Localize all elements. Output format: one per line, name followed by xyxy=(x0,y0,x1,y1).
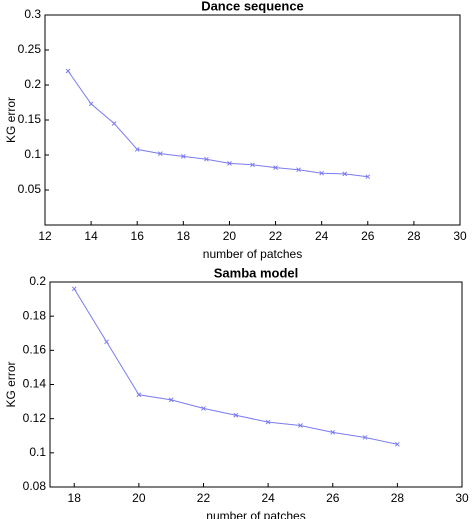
y-tick-label: 0.16 xyxy=(23,343,47,357)
marker xyxy=(180,154,186,159)
x-tick-label: 18 xyxy=(177,229,191,243)
marker xyxy=(233,412,239,418)
marker xyxy=(65,68,71,74)
y-tick-label: 0.08 xyxy=(23,479,47,493)
y-tick-label: 0.25 xyxy=(18,42,42,56)
y-tick-label: 0.3 xyxy=(24,7,41,21)
marker xyxy=(71,286,77,292)
y-tick-label: 0.14 xyxy=(23,377,47,391)
marker xyxy=(319,170,325,176)
marker xyxy=(201,406,206,411)
plot-area xyxy=(44,14,461,226)
marker xyxy=(88,101,94,107)
y-tick-label: 0.2 xyxy=(24,77,41,91)
x-axis-label: number of patches xyxy=(203,247,302,261)
plot-area xyxy=(49,281,463,488)
x-tick-label: 22 xyxy=(269,229,283,243)
x-tick-label: 24 xyxy=(315,229,329,243)
x-tick-label: 20 xyxy=(223,229,237,243)
marker xyxy=(273,165,278,170)
x-tick-label: 18 xyxy=(68,491,82,505)
x-tick-label: 30 xyxy=(455,491,469,505)
marker xyxy=(104,339,109,345)
x-tick-label: 30 xyxy=(453,229,467,243)
y-tick-label: 0.15 xyxy=(18,112,42,126)
y-tick-label: 0.18 xyxy=(23,308,47,322)
x-tick-label: 12 xyxy=(38,229,52,243)
x-tick-label: 26 xyxy=(326,491,340,505)
marker xyxy=(395,441,400,447)
y-tick-label: 0.12 xyxy=(23,411,47,425)
x-tick-label: 16 xyxy=(131,229,145,243)
y-tick-label: 0.1 xyxy=(24,147,41,161)
chart-title: Samba model xyxy=(214,265,299,280)
marker xyxy=(296,167,301,173)
x-tick-label: 28 xyxy=(391,491,405,505)
marker xyxy=(168,397,174,403)
x-tick-label: 28 xyxy=(407,229,421,243)
marker xyxy=(362,435,368,440)
y-tick-label: 0.1 xyxy=(29,445,46,459)
line xyxy=(67,70,368,178)
marker xyxy=(204,156,209,162)
x-tick-label: 14 xyxy=(84,229,98,243)
marker xyxy=(298,423,303,428)
chart-title: Dance sequence xyxy=(201,0,304,13)
marker xyxy=(250,162,255,168)
marker xyxy=(330,429,336,435)
x-tick-label: 20 xyxy=(132,491,146,505)
marker xyxy=(365,174,371,180)
marker xyxy=(227,161,232,166)
x-tick-label: 24 xyxy=(261,491,275,505)
x-tick-label: 26 xyxy=(361,229,375,243)
marker xyxy=(111,121,117,126)
marker xyxy=(134,147,140,152)
y-axis-label: KG error xyxy=(4,361,18,407)
marker xyxy=(136,392,142,398)
marker xyxy=(342,171,348,177)
y-axis-label: KG error xyxy=(4,97,18,143)
x-tick-label: 22 xyxy=(197,491,211,505)
y-tick-label: 0.05 xyxy=(18,182,42,196)
x-axis-label: number of patches xyxy=(206,509,305,519)
marker xyxy=(265,419,271,425)
marker xyxy=(157,151,163,156)
y-tick-label: 0.2 xyxy=(29,274,46,288)
